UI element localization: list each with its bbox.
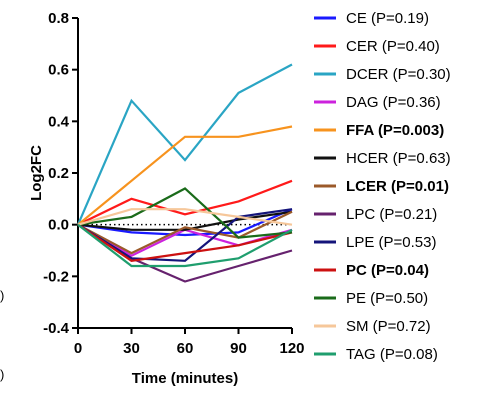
- series-line-10: [77, 187, 293, 239]
- stray-mark: ): [0, 367, 4, 382]
- series-line-9: [77, 223, 293, 262]
- series-line-11: [77, 208, 293, 226]
- legend-label: HCER (P=0.63): [346, 150, 451, 167]
- legend-label: SM (P=0.72): [346, 318, 431, 335]
- legend-label: PC (P=0.04): [346, 262, 429, 279]
- y-tick-label: 0.4: [48, 113, 70, 130]
- x-tick-label: 0: [74, 340, 82, 357]
- y-axis-title: Log2FC: [28, 145, 45, 201]
- y-tick-label: 0.8: [48, 10, 69, 27]
- axes: -0.4 -0.2 0.0 0.2 0.4 0.6 0.8 0 30 60 90 120: [43, 10, 304, 357]
- series-line-1: [77, 179, 293, 226]
- legend-label: LPE (P=0.53): [346, 234, 436, 251]
- y-tick-label: 0.6: [48, 62, 69, 79]
- legend-label: TAG (P=0.08): [346, 346, 438, 363]
- series-lines: [76, 63, 293, 283]
- series-line-5: [77, 210, 293, 231]
- legend-label: DCER (P=0.30): [346, 66, 451, 83]
- y-tick-label: -0.2: [43, 268, 69, 285]
- x-tick-label: 90: [230, 340, 247, 357]
- legend-label: DAG (P=0.36): [346, 94, 441, 111]
- series-line-4: [77, 125, 293, 226]
- y-axis-ticks: -0.4 -0.2 0.0 0.2 0.4 0.6 0.8: [43, 10, 78, 337]
- series-line-8: [77, 208, 293, 262]
- legend-label: FFA (P=0.003): [346, 122, 444, 139]
- y-tick-label: -0.4: [43, 320, 70, 337]
- legend-label: CER (P=0.40): [346, 38, 440, 55]
- stray-mark: ): [0, 288, 4, 303]
- y-tick-label: 0.0: [48, 217, 69, 234]
- x-tick-label: 30: [123, 340, 140, 357]
- x-axis-title: Time (minutes): [132, 370, 238, 387]
- legend-label: PE (P=0.50): [346, 290, 428, 307]
- legend: CE (P=0.19) CER (P=0.40) DCER (P=0.30) DAG …: [314, 10, 451, 363]
- legend-label: LCER (P=0.01): [346, 178, 449, 195]
- legend-label: CE (P=0.19): [346, 10, 429, 27]
- series-line-2: [76, 63, 293, 226]
- legend-label: LPC (P=0.21): [346, 206, 437, 223]
- series-line-12: [77, 223, 293, 268]
- series-line-6: [77, 210, 293, 255]
- x-axis-ticks: 0 30 60 90 120: [74, 328, 305, 357]
- x-tick-label: 120: [279, 340, 304, 357]
- x-tick-label: 60: [177, 340, 194, 357]
- series-line-0: [77, 208, 293, 237]
- y-tick-label: 0.2: [48, 165, 69, 182]
